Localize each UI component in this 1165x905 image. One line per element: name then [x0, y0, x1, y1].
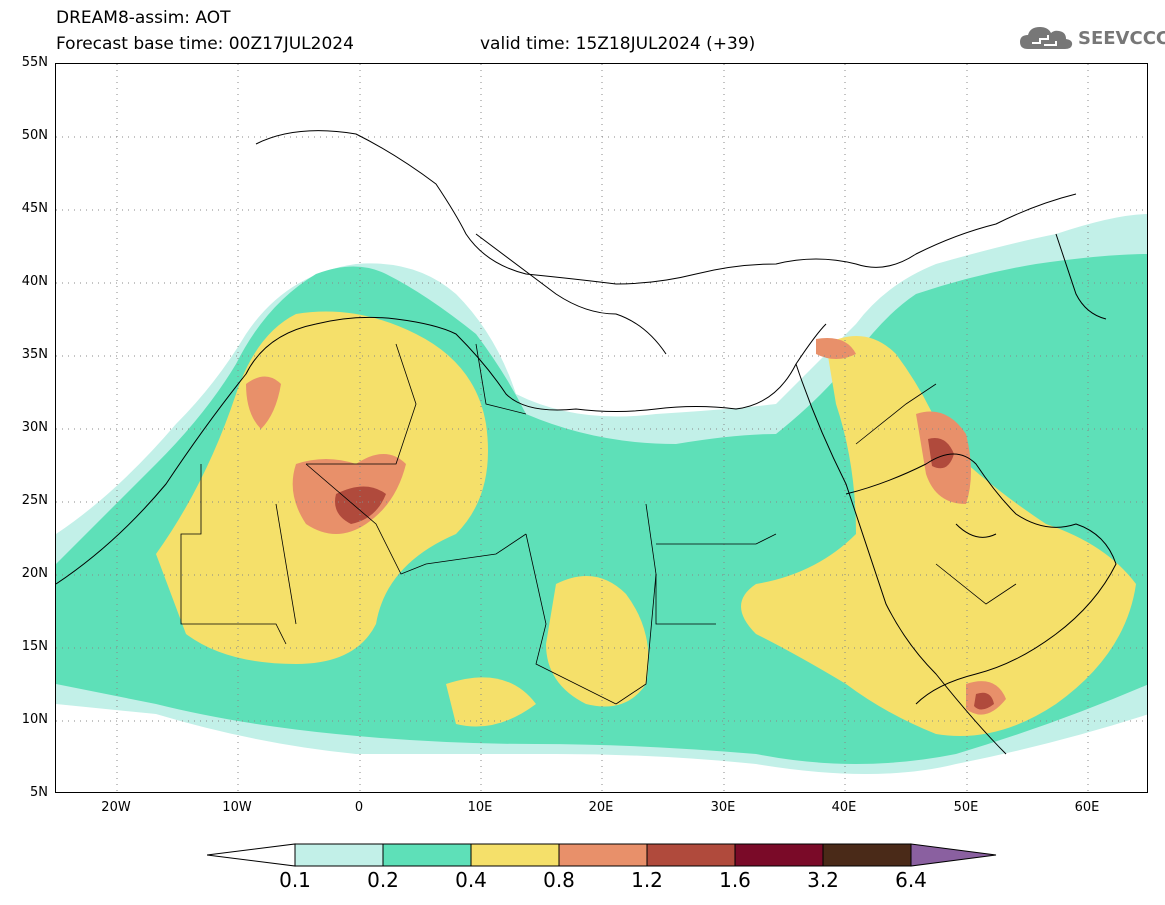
colorbar-segment	[294, 843, 384, 867]
colorbar	[207, 843, 997, 867]
seevccc-logo: SEEVCCC	[1018, 22, 1165, 54]
colorbar-label: 1.2	[631, 868, 663, 892]
aot-band-0.4	[741, 336, 1136, 736]
colorbar-label: 6.4	[895, 868, 927, 892]
lon-label: 20E	[588, 800, 614, 815]
aot-band-0.8	[246, 376, 281, 429]
lat-label: 50N	[21, 128, 48, 143]
aot-band-0.8	[816, 338, 856, 359]
aot-map	[55, 63, 1148, 793]
lat-label: 40N	[21, 274, 48, 289]
aot-map-canvas	[56, 64, 1147, 792]
aot-band-1.2	[335, 486, 386, 524]
cloud-icon	[1020, 27, 1073, 49]
colorbar-segment	[382, 843, 472, 867]
colorbar-arrow-low	[207, 843, 296, 867]
colorbar-segment	[558, 843, 648, 867]
colorbar-segment	[822, 843, 912, 867]
logo-text: SEEVCCC	[1078, 27, 1165, 49]
colorbar-label: 0.8	[543, 868, 575, 892]
lat-label: 15N	[21, 639, 48, 654]
colorbar-label: 3.2	[807, 868, 839, 892]
lat-label: 35N	[21, 347, 48, 362]
lon-label: 30E	[710, 800, 736, 815]
colorbar-arrow-high	[910, 843, 997, 867]
lat-label: 55N	[21, 55, 48, 70]
country-borders	[180, 343, 1017, 705]
aot-band-0.4	[446, 677, 536, 727]
lon-label: 40E	[831, 800, 857, 815]
colorbar-segment	[734, 843, 824, 867]
lon-label: 0	[354, 800, 364, 815]
aot-band-0.4	[546, 576, 649, 707]
grid-lines	[56, 64, 1147, 792]
forecast-base-time: Forecast base time: 00Z17JUL2024	[56, 34, 354, 54]
lat-label: 5N	[30, 785, 48, 800]
colorbar-label: 0.1	[279, 868, 311, 892]
aot-band-1.2	[928, 438, 954, 469]
lon-label: 10E	[467, 800, 493, 815]
colorbar-label: 0.2	[367, 868, 399, 892]
valid-time: valid time: 15Z18JUL2024 (+39)	[480, 34, 756, 54]
lat-label: 10N	[21, 712, 48, 727]
lon-label: 60E	[1074, 800, 1100, 815]
lon-label: 10W	[222, 800, 252, 815]
aot-band-1.2	[974, 692, 994, 710]
lat-label: 30N	[21, 420, 48, 435]
colorbar-segment	[470, 843, 560, 867]
colorbar-label: 1.6	[719, 868, 751, 892]
lon-label: 50E	[953, 800, 979, 815]
lon-label: 20W	[101, 800, 131, 815]
map-title: DREAM8-assim: AOT	[56, 8, 231, 28]
lat-label: 25N	[21, 493, 48, 508]
coastlines	[56, 130, 1117, 755]
lat-label: 45N	[21, 201, 48, 216]
colorbar-label: 0.4	[455, 868, 487, 892]
colorbar-segment	[646, 843, 736, 867]
lat-label: 20N	[21, 566, 48, 581]
